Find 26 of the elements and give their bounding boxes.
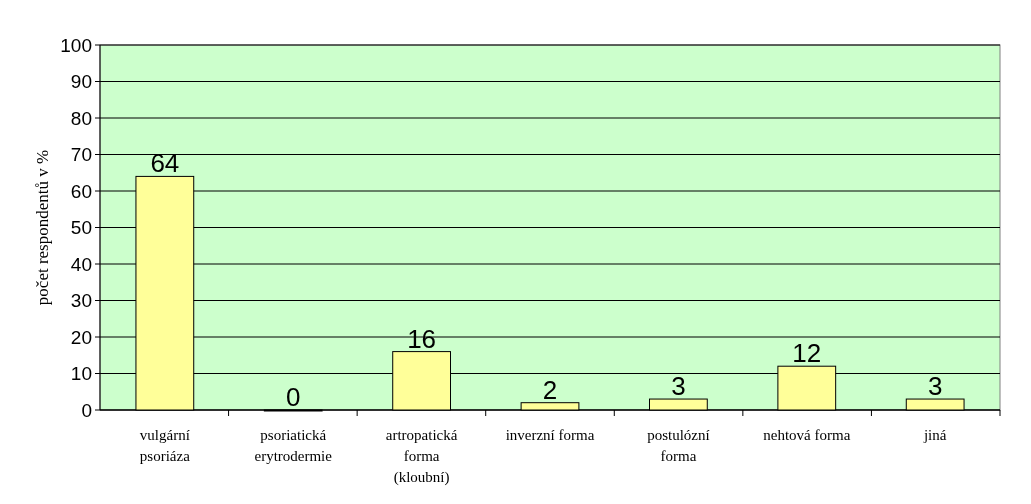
data-label: 2 [542,374,558,405]
y-tick-label: 80 [70,107,92,129]
y-tick-label: 10 [70,363,92,385]
y-tick-label: 100 [60,34,92,56]
y-tick-label: 40 [70,253,92,275]
y-tick-label: 70 [70,144,92,166]
x-tick-label: jiná [922,427,947,443]
x-tick-label: psoriatická erytrodermie [254,427,333,464]
y-axis-title: počet respondentů v % [33,149,52,306]
y-tick-label: 60 [70,180,92,202]
x-tick-label: inverzní forma [505,427,595,443]
y-tick-label: 0 [81,399,92,421]
data-label: 64 [150,148,180,179]
data-label: 3 [927,371,943,402]
y-tick-label: 20 [70,326,92,348]
data-label: 0 [285,382,301,412]
y-tick-label: 30 [70,290,92,312]
data-label: 16 [407,323,437,354]
data-label: 12 [792,338,822,369]
y-tick-label: 50 [70,217,92,239]
x-tick-label: nehtová forma [763,427,851,443]
data-label: 3 [671,371,686,402]
x-tick-label: artropatická forma (kloubní) [385,427,458,486]
x-tick-label: vulgární psoriáza [139,427,191,464]
x-tick-label: postulózní forma [647,427,710,464]
y-tick-label: 90 [70,71,92,93]
